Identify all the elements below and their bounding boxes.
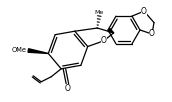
Text: O: O <box>141 7 147 16</box>
Text: O: O <box>149 29 155 38</box>
Text: O: O <box>64 84 70 93</box>
Text: Me: Me <box>95 9 104 15</box>
Polygon shape <box>28 49 48 53</box>
Text: OMe: OMe <box>12 47 27 53</box>
Text: O: O <box>101 36 107 45</box>
Polygon shape <box>108 28 114 33</box>
